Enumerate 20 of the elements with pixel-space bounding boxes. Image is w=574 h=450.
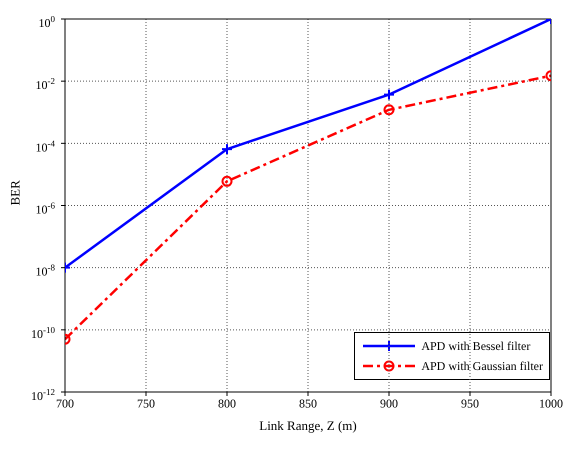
y-tick-label: 10$^{-8}$: [36, 262, 56, 279]
x-tick-label: 850: [299, 396, 317, 411]
point: [383, 88, 395, 101]
legend-label: APD with Gaussian filter: [421, 358, 543, 374]
x-axis-title: Link Range, Z (m): [259, 418, 357, 433]
y-tick-label: 10$^{-2}$: [36, 76, 55, 92]
x-tick-label: 950: [461, 396, 479, 411]
x-tick-label: 750: [137, 396, 155, 411]
x-tick-label: 900: [380, 396, 398, 411]
x-tick-label: 800: [218, 396, 236, 411]
point: [221, 143, 233, 156]
y-tick-label: 10$^{-10}$: [31, 324, 56, 341]
y-tick-label: 10$^{-4}$: [36, 138, 56, 154]
y-axis-title: BER: [8, 180, 23, 206]
y-tick-label: 10$^{-6}$: [36, 200, 56, 216]
y-tick-label: 10$^{-12}$: [31, 387, 55, 403]
x-tick-label: 700: [56, 396, 74, 411]
legend-label: APD with Bessel filter: [421, 338, 530, 354]
x-tick-label: 1000: [539, 396, 563, 411]
y-tick-label: 10$^{0}$: [38, 14, 56, 30]
